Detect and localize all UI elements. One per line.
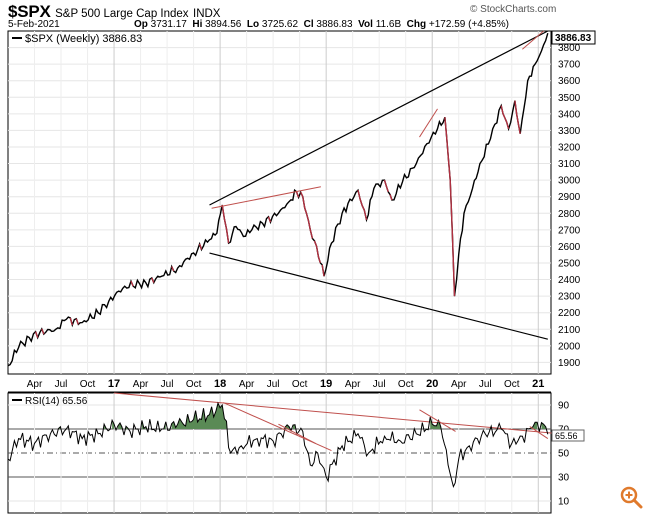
vertical-gridlines: [34, 31, 539, 513]
price-legend-text: $SPX (Weekly) 3886.83: [25, 33, 142, 45]
symbol: $SPX: [8, 2, 51, 21]
price-y-tick-label: 2600: [558, 242, 581, 253]
rsi-series-line: [7, 401, 549, 489]
rsi-legend: RSI(14) 65.56: [12, 396, 88, 407]
price-y-tick-label: 2200: [558, 308, 581, 319]
rsi-overbought-fill: [112, 420, 115, 429]
rsi-overbought-fill: [541, 422, 546, 429]
x-tick-label: Oct: [186, 379, 202, 390]
rsi-gridlines: [8, 404, 551, 502]
price-y-tick-label: 2300: [558, 292, 581, 303]
x-tick-label: Oct: [292, 379, 308, 390]
trendlines: [114, 30, 560, 435]
ohlc-low: Lo 3725.62: [246, 19, 299, 30]
x-tick-label: Oct: [504, 379, 520, 390]
rsi-y-tick-label: 30: [558, 473, 570, 484]
index-name: S&P 500 Large Cap Index: [55, 8, 189, 20]
price-annotation-2020-top: [419, 108, 438, 138]
zoom-icon[interactable]: [619, 485, 643, 509]
price-last-value: 3886.83: [555, 33, 592, 44]
price-gridlines: [8, 47, 551, 363]
price-series-line: [7, 33, 549, 367]
price-y-tick-label: 3100: [558, 159, 581, 170]
price-y-tick-label: 3800: [558, 43, 581, 54]
x-tick-label: Apr: [345, 379, 361, 390]
price-panel-frame: [7, 30, 552, 375]
rsi-overbought-fill: [141, 420, 146, 429]
rsi-overbought-fill: [293, 424, 295, 429]
x-tick-label: 17: [108, 378, 120, 390]
x-tick-label: Jul: [479, 379, 492, 390]
x-tick-label: Apr: [27, 379, 43, 390]
rsi-last-value: 65.56: [555, 431, 578, 441]
price-y-tick-label: 3300: [558, 126, 581, 137]
red-annotation-lines: [211, 30, 549, 452]
exchange: INDX: [193, 8, 221, 20]
price-y-tick-label: 2000: [558, 341, 581, 352]
x-tick-label: Apr: [239, 379, 255, 390]
rsi-y-tick-label: 50: [558, 449, 570, 460]
x-tick-label: 21: [532, 378, 544, 390]
price-annotation-2021-top: [522, 30, 544, 50]
price-y-tick-label: 2100: [558, 325, 581, 336]
rsi-y-tick-label: 90: [558, 401, 570, 412]
price-y-tick-label: 3400: [558, 109, 581, 120]
price-y-tick-label: 1900: [558, 358, 581, 369]
upper-trendline: [209, 30, 549, 206]
rsi-y-ticks: 1030507090: [558, 401, 570, 508]
rsi-annotation-2019: [278, 423, 316, 444]
x-tick-label: Oct: [398, 379, 414, 390]
bar-date: 5-Feb-2021: [8, 19, 60, 30]
x-tick-label: Apr: [451, 379, 467, 390]
rsi-legend-text: RSI(14) 65.56: [25, 396, 88, 407]
price-annotation-2018-top: [211, 186, 321, 209]
price-y-tick-label: 2700: [558, 225, 581, 236]
price-y-ticks: 1900 2000 2100 2200 2300 2400 2500 2600 2700 2800…: [558, 43, 581, 369]
price-y-tick-label: 2400: [558, 275, 581, 286]
x-tick-label: 20: [426, 378, 438, 390]
x-ticks: Apr Jul Oct 17 Apr Jul Oct 18 Apr Jul Oct 19 Apr Jul O…: [27, 378, 545, 390]
x-tick-label: 18: [214, 378, 226, 390]
x-tick-label: 19: [320, 378, 332, 390]
ohlc-change: Chg +172.59 (+4.85%): [406, 19, 509, 30]
ohlc-close: Cl 3886.83: [303, 19, 353, 30]
price-y-tick-label: 3200: [558, 142, 581, 153]
rsi-overbought-fill: [171, 403, 227, 429]
price-y-tick-label: 3600: [558, 76, 581, 87]
rsi-overbought-fills: [58, 403, 546, 429]
x-tick-label: Jul: [267, 379, 280, 390]
rsi-annotation-2021: [529, 426, 549, 440]
rsi-overbought-fill: [430, 417, 441, 429]
ohlc-open: Op 3731.17: [134, 19, 187, 30]
x-tick-label: Oct: [80, 379, 96, 390]
x-tick-label: Apr: [133, 379, 149, 390]
price-series-down-segments: [34, 100, 521, 338]
x-tick-label: Jul: [373, 379, 386, 390]
price-legend: $SPX (Weekly) 3886.83: [12, 33, 142, 45]
price-last-value-badge: 3886.83: [551, 30, 596, 45]
x-tick-label: Jul: [161, 379, 174, 390]
x-tick-label: Jul: [55, 379, 68, 390]
rsi-long-downtrend: [114, 392, 560, 435]
price-y-tick-label: 3500: [558, 93, 581, 104]
price-y-tick-label: 2900: [558, 192, 581, 203]
ohlc-high: Hi 3894.56: [192, 19, 242, 30]
price-y-tick-label: 2500: [558, 258, 581, 269]
ohlc-volume: Vol 11.6B: [358, 19, 402, 30]
rsi-y-tick-label: 10: [558, 497, 570, 508]
price-y-tick-label: 2800: [558, 209, 581, 220]
lower-trendline: [209, 252, 548, 340]
rsi-last-value-badge: 65.56: [551, 429, 585, 442]
rsi-annotation-2020: [419, 409, 456, 432]
price-y-tick-label: 3700: [558, 60, 581, 71]
chart-header: $SPX S&P 500 Large Cap Index INDX: [8, 2, 220, 22]
price-y-tick-label: 3000: [558, 176, 581, 187]
ohlc-readout: Op 3731.17 Hi 3894.56 Lo 3725.62 Cl 3886…: [134, 19, 509, 30]
brand-watermark: © StockCharts.com: [470, 4, 557, 15]
